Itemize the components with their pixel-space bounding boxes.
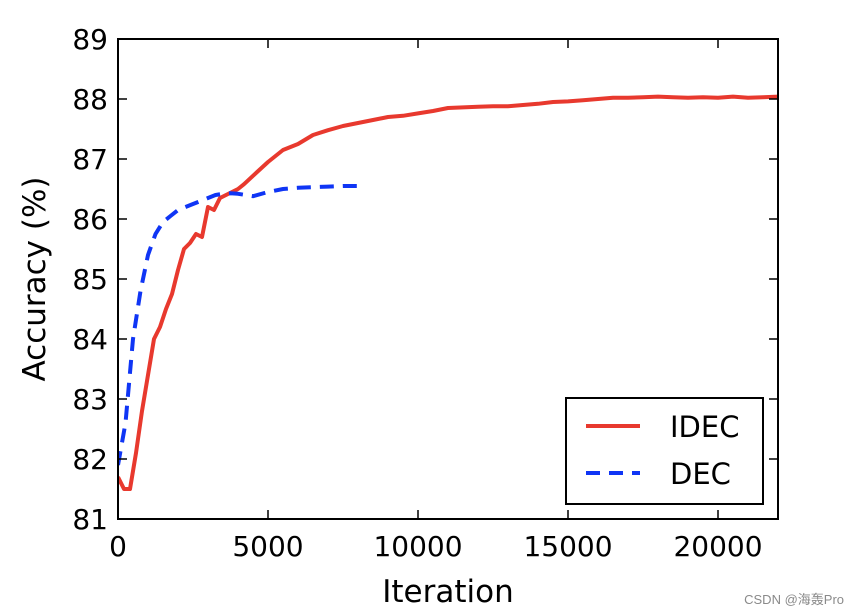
- y-tick-label: 88: [72, 83, 108, 116]
- watermark: CSDN @海轰Pro: [744, 592, 844, 607]
- x-axis-label: Iteration: [382, 574, 514, 610]
- series-layer: [118, 94, 778, 491]
- legend-label-dec: DEC: [670, 457, 731, 491]
- legend-label-idec: IDEC: [670, 410, 739, 444]
- series-line-dec: [118, 184, 358, 466]
- y-axis-label: Accuracy (%): [17, 176, 53, 381]
- ticks-layer: 0 5000 10000 15000 20000 81 82 83 84 85 86 87 88 89: [72, 23, 778, 563]
- legend: IDEC DEC: [565, 397, 764, 505]
- y-tick-label: 87: [72, 143, 108, 176]
- y-tick-label: 85: [72, 263, 108, 296]
- y-tick-label: 84: [72, 323, 108, 356]
- y-tick-label: 82: [72, 443, 108, 476]
- x-tick-label: 5000: [232, 530, 303, 563]
- y-tick-label: 81: [72, 503, 108, 536]
- y-tick-label: 89: [72, 23, 108, 56]
- x-tick-label: 0: [109, 530, 127, 563]
- legend-box: [565, 397, 764, 505]
- x-tick-label: 15000: [523, 530, 612, 563]
- x-tick-label: 10000: [373, 530, 462, 563]
- x-tick-label: 20000: [673, 530, 762, 563]
- y-tick-label: 86: [72, 203, 108, 236]
- series-line-idec: [118, 94, 778, 491]
- y-tick-label: 83: [72, 383, 108, 416]
